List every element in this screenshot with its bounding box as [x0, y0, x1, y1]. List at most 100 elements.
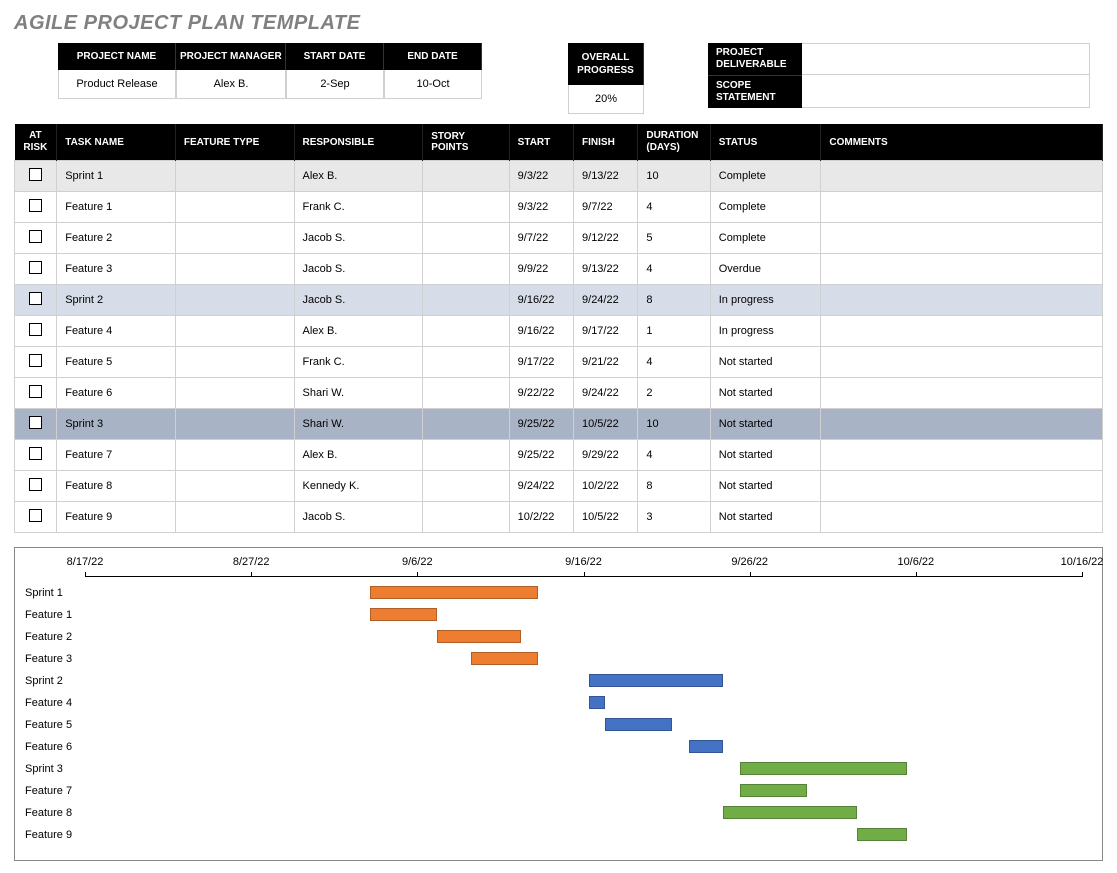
cell-task_name: Feature 4 [57, 316, 176, 347]
col-header-comments: COMMENTS [821, 124, 1103, 161]
gantt-row-label: Feature 8 [25, 807, 85, 819]
cell-at_risk[interactable] [15, 285, 57, 316]
at-risk-checkbox[interactable] [29, 199, 42, 212]
cell-at_risk[interactable] [15, 409, 57, 440]
gantt-chart: 8/17/228/27/229/6/229/16/229/26/2210/6/2… [14, 547, 1103, 861]
table-row: Sprint 3Shari W.9/25/2210/5/2210Not star… [15, 409, 1103, 440]
cell-at_risk[interactable] [15, 316, 57, 347]
info-deliverable-value [802, 43, 1090, 75]
cell-task_name: Feature 2 [57, 223, 176, 254]
at-risk-checkbox[interactable] [29, 416, 42, 429]
gantt-bar [437, 630, 521, 643]
cell-start: 9/24/22 [509, 471, 573, 502]
info-overall-progress: OVERALLPROGRESS 20% [568, 43, 644, 114]
cell-story_points [423, 378, 509, 409]
gantt-tick-label: 8/17/22 [67, 556, 104, 568]
gantt-row-label: Feature 7 [25, 785, 85, 797]
cell-task_name: Sprint 3 [57, 409, 176, 440]
cell-comments [821, 161, 1103, 192]
cell-task_name: Feature 7 [57, 440, 176, 471]
gantt-bar [857, 828, 907, 841]
cell-duration: 1 [638, 316, 710, 347]
cell-duration: 2 [638, 378, 710, 409]
cell-comments [821, 192, 1103, 223]
gantt-tick-label: 10/16/22 [1061, 556, 1104, 568]
cell-responsible: Kennedy K. [294, 471, 423, 502]
cell-finish: 10/5/22 [574, 409, 638, 440]
gantt-row-label: Sprint 1 [25, 587, 85, 599]
cell-task_name: Feature 6 [57, 378, 176, 409]
cell-finish: 9/29/22 [574, 440, 638, 471]
info-overall-progress-value: 20% [568, 85, 644, 114]
table-row: Feature 6Shari W.9/22/229/24/222Not star… [15, 378, 1103, 409]
gantt-row: Feature 1 [25, 604, 1092, 626]
table-row: Feature 8Kennedy K.9/24/2210/2/228Not st… [15, 471, 1103, 502]
cell-status: Overdue [710, 254, 821, 285]
info-project-name-value: Product Release [58, 70, 176, 99]
at-risk-checkbox[interactable] [29, 292, 42, 305]
gantt-bar [740, 784, 807, 797]
cell-at_risk[interactable] [15, 347, 57, 378]
gantt-row-label: Feature 6 [25, 741, 85, 753]
table-row: Feature 5Frank C.9/17/229/21/224Not star… [15, 347, 1103, 378]
cell-feature_type [175, 378, 294, 409]
project-info-row: PROJECT NAME Product Release PROJECT MAN… [14, 43, 1103, 114]
gantt-bar [370, 608, 437, 621]
cell-at_risk[interactable] [15, 440, 57, 471]
at-risk-checkbox[interactable] [29, 168, 42, 181]
cell-finish: 10/2/22 [574, 471, 638, 502]
info-scope-label: SCOPESTATEMENT [708, 75, 802, 108]
task-table-body: Sprint 1Alex B.9/3/229/13/2210CompleteFe… [15, 161, 1103, 533]
info-end-date-label: END DATE [384, 43, 482, 70]
cell-task_name: Feature 5 [57, 347, 176, 378]
info-project-name-label: PROJECT NAME [58, 43, 176, 70]
table-row: Feature 4Alex B.9/16/229/17/221In progre… [15, 316, 1103, 347]
cell-at_risk[interactable] [15, 378, 57, 409]
gantt-track [85, 582, 1092, 604]
cell-task_name: Feature 3 [57, 254, 176, 285]
at-risk-checkbox[interactable] [29, 354, 42, 367]
gantt-row-label: Sprint 2 [25, 675, 85, 687]
gantt-tick-label: 9/6/22 [402, 556, 433, 568]
cell-at_risk[interactable] [15, 502, 57, 533]
cell-start: 9/16/22 [509, 316, 573, 347]
cell-at_risk[interactable] [15, 161, 57, 192]
at-risk-checkbox[interactable] [29, 323, 42, 336]
gantt-row: Feature 8 [25, 802, 1092, 824]
gantt-tick-mark [417, 572, 418, 577]
cell-status: Not started [710, 440, 821, 471]
cell-finish: 9/13/22 [574, 254, 638, 285]
gantt-row: Feature 6 [25, 736, 1092, 758]
cell-at_risk[interactable] [15, 223, 57, 254]
gantt-row-label: Feature 1 [25, 609, 85, 621]
cell-finish: 9/24/22 [574, 285, 638, 316]
cell-duration: 8 [638, 285, 710, 316]
gantt-row: Feature 4 [25, 692, 1092, 714]
cell-at_risk[interactable] [15, 471, 57, 502]
at-risk-checkbox[interactable] [29, 447, 42, 460]
at-risk-checkbox[interactable] [29, 478, 42, 491]
gantt-track [85, 758, 1092, 780]
cell-start: 9/7/22 [509, 223, 573, 254]
cell-feature_type [175, 471, 294, 502]
cell-start: 9/9/22 [509, 254, 573, 285]
at-risk-checkbox[interactable] [29, 385, 42, 398]
col-header-feature_type: FEATURE TYPE [175, 124, 294, 161]
gantt-bar [605, 718, 672, 731]
gantt-tick-mark [1082, 572, 1083, 577]
cell-at_risk[interactable] [15, 254, 57, 285]
cell-responsible: Jacob S. [294, 254, 423, 285]
info-overall-progress-label: OVERALLPROGRESS [568, 43, 644, 85]
info-end-date: END DATE 10-Oct [384, 43, 482, 99]
cell-duration: 3 [638, 502, 710, 533]
cell-at_risk[interactable] [15, 192, 57, 223]
table-row: Feature 9Jacob S.10/2/2210/5/223Not star… [15, 502, 1103, 533]
cell-feature_type [175, 347, 294, 378]
at-risk-checkbox[interactable] [29, 509, 42, 522]
at-risk-checkbox[interactable] [29, 261, 42, 274]
cell-start: 10/2/22 [509, 502, 573, 533]
at-risk-checkbox[interactable] [29, 230, 42, 243]
gantt-tick-mark [750, 572, 751, 577]
table-row: Feature 2Jacob S.9/7/229/12/225Complete [15, 223, 1103, 254]
cell-feature_type [175, 502, 294, 533]
